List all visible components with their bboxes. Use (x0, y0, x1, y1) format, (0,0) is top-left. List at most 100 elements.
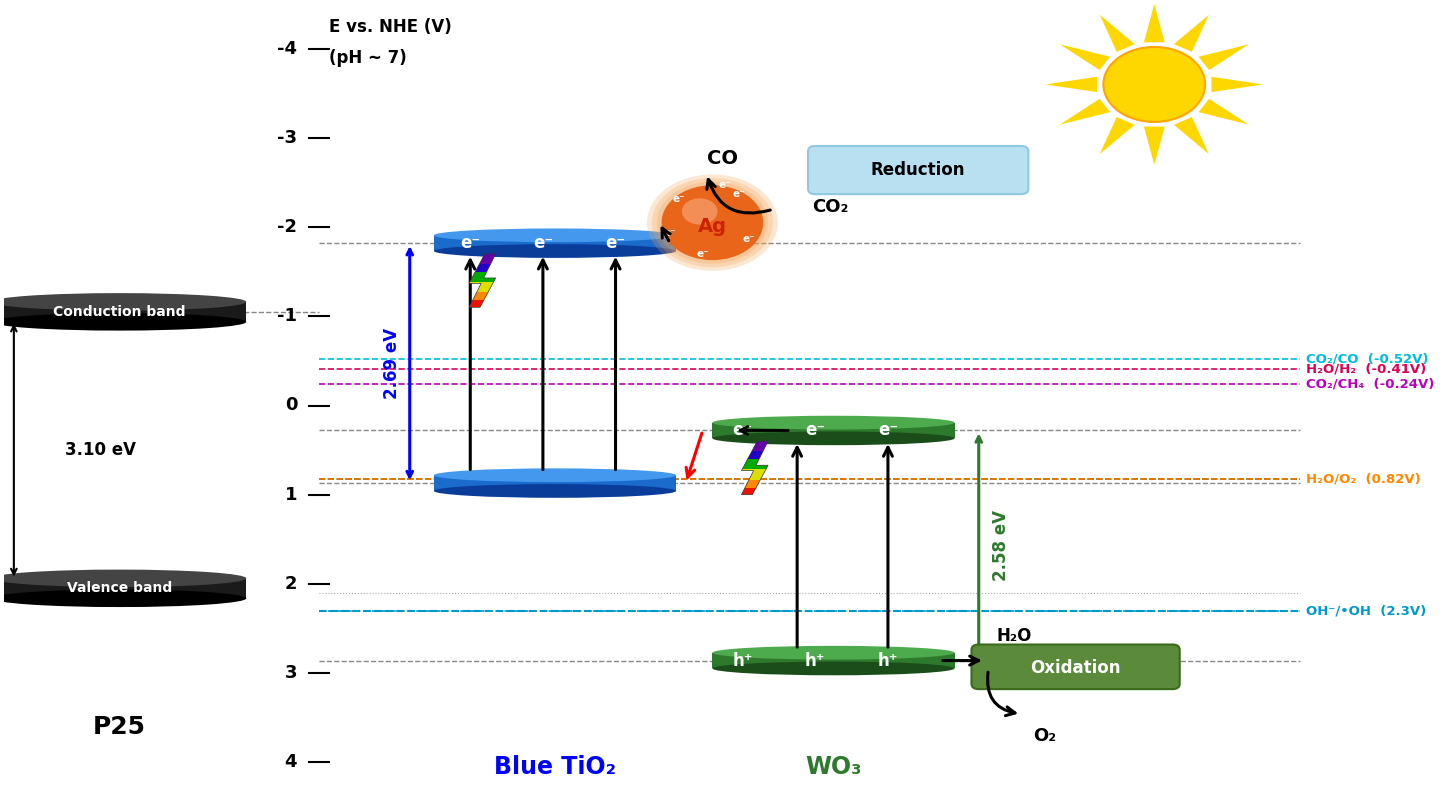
Circle shape (1149, 81, 1159, 88)
Circle shape (1128, 66, 1179, 103)
Circle shape (1144, 77, 1165, 92)
Text: Oxidation: Oxidation (1030, 659, 1121, 676)
Circle shape (1147, 79, 1162, 90)
Text: e⁻: e⁻ (460, 234, 481, 252)
Text: e⁻: e⁻ (742, 234, 755, 244)
Bar (713, 423, 954, 438)
Text: e⁻: e⁻ (719, 180, 730, 191)
Text: e⁻: e⁻ (532, 234, 553, 252)
Ellipse shape (713, 431, 954, 445)
Text: e⁻: e⁻ (606, 234, 626, 252)
Polygon shape (1061, 45, 1110, 70)
Bar (730, 459, 779, 469)
Text: e⁻: e⁻ (877, 422, 898, 440)
Bar (713, 653, 954, 668)
Text: WO₃: WO₃ (805, 755, 861, 779)
Bar (730, 451, 779, 459)
Polygon shape (1199, 45, 1248, 70)
Text: -2: -2 (277, 218, 297, 236)
Bar (459, 264, 506, 272)
Text: Conduction band: Conduction band (53, 305, 186, 319)
Circle shape (1104, 47, 1205, 122)
Circle shape (1121, 60, 1188, 109)
Circle shape (1127, 64, 1182, 105)
Ellipse shape (434, 244, 677, 258)
Text: H₂O/H₂  (-0.41V): H₂O/H₂ (-0.41V) (1306, 363, 1426, 375)
Ellipse shape (713, 662, 954, 676)
Polygon shape (1144, 127, 1165, 165)
Text: -1: -1 (277, 307, 297, 325)
Bar (730, 479, 779, 487)
Text: O₂: O₂ (1033, 727, 1056, 745)
Text: e⁻: e⁻ (672, 195, 685, 204)
Circle shape (1111, 53, 1198, 116)
Circle shape (646, 174, 778, 271)
Bar (0, 302, 247, 322)
Text: e⁻: e⁻ (733, 189, 746, 200)
Circle shape (652, 178, 773, 268)
Text: -4: -4 (277, 40, 297, 58)
Bar (730, 441, 779, 451)
Text: 3: 3 (284, 664, 297, 682)
Text: (pH ~ 7): (pH ~ 7) (329, 49, 407, 67)
Text: CO: CO (707, 149, 737, 168)
Text: e⁻: e⁻ (664, 229, 677, 238)
Text: h⁺: h⁺ (805, 651, 825, 670)
Circle shape (683, 199, 717, 225)
Circle shape (661, 185, 763, 260)
Text: H₂O: H₂O (997, 627, 1032, 645)
Text: 4: 4 (284, 753, 297, 771)
Polygon shape (1045, 77, 1097, 92)
Text: 2.58 eV: 2.58 eV (991, 510, 1010, 581)
Circle shape (1152, 83, 1157, 86)
Ellipse shape (434, 229, 677, 242)
Text: 3.10 eV: 3.10 eV (65, 441, 136, 459)
Bar (459, 254, 506, 264)
Text: e⁻: e⁻ (733, 422, 753, 440)
Circle shape (1141, 75, 1167, 94)
Circle shape (1104, 47, 1205, 122)
FancyBboxPatch shape (808, 146, 1029, 194)
Text: E vs. NHE (V): E vs. NHE (V) (329, 18, 452, 36)
Bar (730, 487, 779, 495)
Circle shape (1117, 56, 1192, 113)
Text: Valence band: Valence band (66, 581, 172, 595)
Ellipse shape (713, 646, 954, 659)
Text: Blue TiO₂: Blue TiO₂ (494, 755, 616, 779)
Circle shape (1139, 73, 1169, 96)
Text: e⁻: e⁻ (805, 422, 825, 440)
Text: 0: 0 (284, 397, 297, 414)
Text: OH⁻/•OH  (2.3V): OH⁻/•OH (2.3V) (1306, 604, 1426, 617)
Polygon shape (1144, 4, 1165, 42)
Polygon shape (1212, 77, 1263, 92)
Bar (434, 235, 677, 251)
Text: 2: 2 (284, 575, 297, 593)
Text: e⁻: e⁻ (697, 249, 709, 259)
Text: h⁺: h⁺ (877, 651, 898, 670)
Circle shape (1131, 67, 1177, 101)
Circle shape (1108, 51, 1201, 118)
Circle shape (1114, 54, 1195, 114)
Text: CO₂: CO₂ (811, 198, 848, 216)
Text: 2.69 eV: 2.69 eV (382, 328, 401, 399)
Text: Ag: Ag (698, 217, 727, 236)
Circle shape (657, 182, 768, 264)
Bar (434, 475, 677, 491)
Text: Reduction: Reduction (872, 161, 965, 179)
Bar (459, 300, 506, 307)
Bar (730, 469, 779, 479)
Polygon shape (1100, 15, 1134, 52)
Ellipse shape (713, 416, 954, 430)
Circle shape (1134, 70, 1175, 100)
Text: CO₂/CH₄  (-0.24V): CO₂/CH₄ (-0.24V) (1306, 378, 1434, 391)
Circle shape (1105, 49, 1202, 120)
Ellipse shape (0, 569, 247, 587)
Polygon shape (1061, 99, 1110, 125)
Bar (459, 281, 506, 293)
Text: 1: 1 (284, 486, 297, 504)
Ellipse shape (0, 293, 247, 311)
Circle shape (1124, 62, 1185, 107)
Text: -3: -3 (277, 129, 297, 147)
Circle shape (1118, 58, 1190, 110)
Text: H₂O/O₂  (0.82V): H₂O/O₂ (0.82V) (1306, 472, 1420, 485)
